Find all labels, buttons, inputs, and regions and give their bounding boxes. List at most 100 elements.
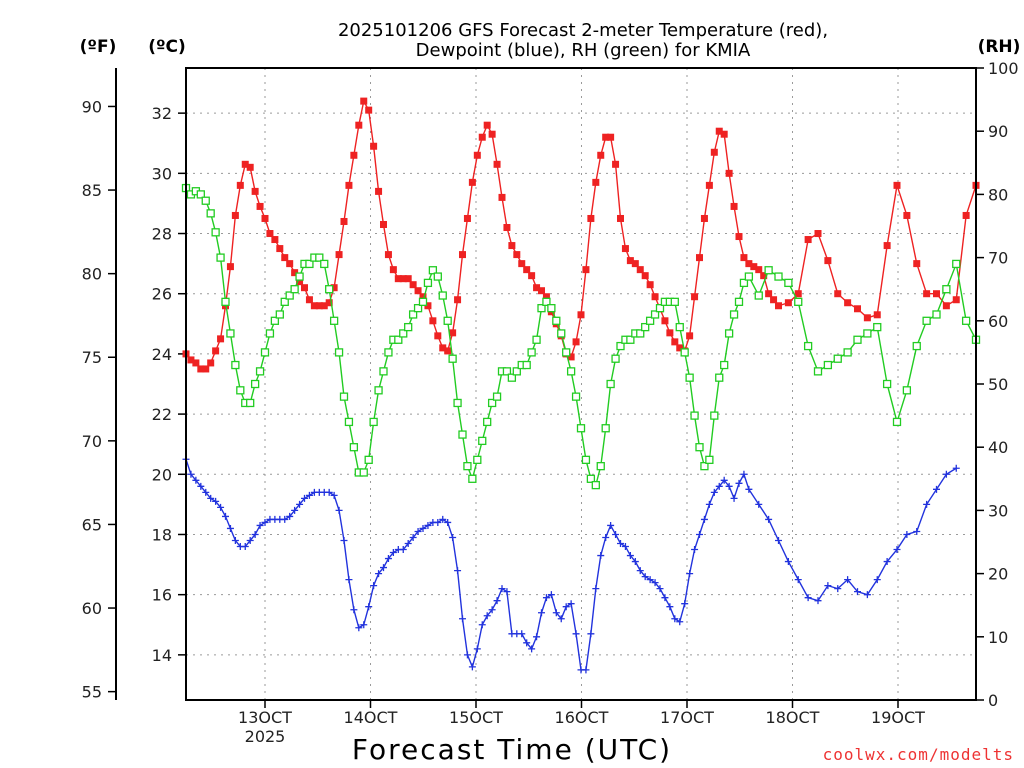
rh-point — [685, 373, 694, 382]
dewpoint-point — [325, 488, 333, 496]
dewpoint-point — [621, 543, 629, 551]
rh-point — [394, 335, 403, 344]
dewpoint-point — [775, 536, 782, 544]
temperature-point — [468, 178, 476, 186]
celsius-tick-label: 16 — [152, 586, 172, 605]
rh-point — [636, 329, 645, 338]
rh-point — [522, 360, 531, 370]
rh-point — [675, 322, 684, 332]
rh-point — [695, 443, 704, 452]
rh-point — [843, 348, 852, 357]
fahrenheit-unit-label: (ºF) — [80, 37, 117, 57]
gridlines — [186, 68, 976, 700]
dewpoint-point — [409, 533, 417, 541]
rh-point — [729, 310, 739, 319]
rh-point — [754, 291, 763, 300]
fahrenheit-tick-label: 70 — [82, 432, 102, 451]
dewpoint-point — [814, 597, 822, 605]
temperature-point — [286, 260, 294, 268]
dewpoint-point — [241, 543, 249, 551]
temperature-point — [404, 275, 412, 283]
dewpoint-point — [612, 530, 620, 538]
dewpoint-point — [528, 645, 536, 653]
temperature-series — [182, 97, 980, 373]
rh-point — [413, 304, 423, 313]
temperature-point — [226, 263, 234, 271]
dewpoint-point — [824, 582, 832, 590]
rh-point — [315, 253, 324, 262]
temperature-point — [528, 272, 536, 280]
temperature-point — [750, 263, 758, 271]
rh-point — [250, 379, 260, 389]
celsius-tick-label: 22 — [152, 405, 172, 424]
temperature-point — [962, 211, 970, 219]
rh-point — [478, 436, 487, 446]
rh-point — [438, 291, 447, 300]
fahrenheit-tick-label: 90 — [82, 97, 102, 116]
temperature-point — [700, 214, 708, 222]
dewpoint-point — [301, 494, 308, 502]
dewpoint-point — [375, 570, 383, 578]
rh-point — [216, 253, 225, 262]
temperature-point — [276, 245, 284, 253]
rh-point — [606, 379, 615, 389]
temperature-point — [518, 260, 526, 268]
rh-point — [280, 297, 289, 306]
x-tick-label: 19OCT — [871, 708, 925, 727]
dewpoint-point — [804, 594, 812, 602]
temperature-point — [305, 296, 313, 304]
rh-point — [645, 316, 655, 325]
temperature-point — [720, 130, 728, 138]
dewpoint-point — [903, 530, 911, 538]
temperature-point — [863, 314, 871, 322]
rh-point — [246, 398, 255, 408]
rh-point — [399, 329, 408, 338]
rh-point — [942, 285, 951, 294]
rh-point — [562, 348, 571, 357]
rh-point — [710, 411, 719, 420]
rh-tick-label: 30 — [988, 501, 1008, 520]
temperature-point — [207, 359, 215, 367]
dewpoint-point — [434, 518, 442, 526]
temperature-point — [651, 293, 659, 301]
temperature-point — [389, 266, 397, 274]
rh-point — [616, 341, 625, 351]
rh-point — [764, 266, 773, 275]
rh-point — [473, 455, 482, 464]
temperature-point — [508, 242, 516, 250]
temperature-point — [735, 233, 743, 241]
dewpoint-point — [493, 597, 501, 605]
celsius-tick-label: 32 — [152, 104, 172, 123]
fahrenheit-tick-label: 75 — [82, 348, 102, 367]
temperature-point — [592, 178, 600, 186]
dewpoint-point — [463, 651, 471, 659]
dewpoint-point — [286, 512, 294, 520]
dewpoint-point — [355, 624, 363, 632]
rh-point — [650, 310, 660, 319]
rh-point — [196, 190, 205, 199]
rh-point — [892, 417, 902, 427]
temperature-point — [794, 290, 802, 298]
temperature-point — [375, 187, 383, 195]
dewpoint-point — [572, 630, 580, 638]
temperature-point — [246, 163, 254, 171]
rh-point — [305, 259, 314, 269]
rh-point — [591, 480, 600, 490]
rh-point — [581, 455, 591, 464]
rh-point — [784, 278, 793, 288]
temperature-point — [523, 266, 531, 274]
rh-point — [226, 329, 235, 338]
temperature-point — [241, 160, 249, 168]
temperature-point — [612, 160, 620, 168]
dewpoint-point — [246, 536, 254, 544]
temperature-point — [345, 181, 353, 189]
dewpoint-point — [562, 603, 570, 611]
dewpoint-point — [454, 567, 462, 575]
dewpoint-point — [552, 609, 560, 617]
rh-point — [379, 367, 388, 376]
temperature-point — [602, 133, 610, 141]
temperature-point — [296, 278, 304, 286]
rh-point — [641, 322, 650, 332]
rh-point — [221, 297, 230, 306]
dewpoint-point — [468, 663, 476, 671]
